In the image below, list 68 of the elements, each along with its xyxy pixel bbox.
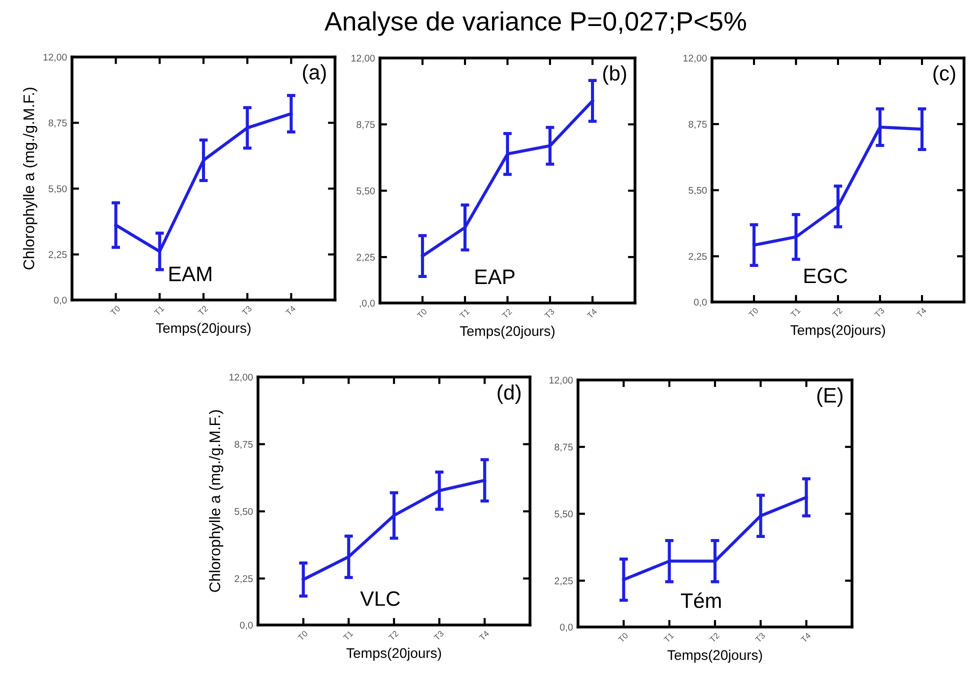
y-tick-label: 8,75 — [554, 444, 573, 452]
annotation: Tém — [680, 592, 721, 608]
y-tick-label: 8,75 — [356, 121, 375, 130]
x-tick-label: T3 — [754, 632, 766, 643]
x-tick-label: T0 — [297, 630, 308, 641]
x-tick-label: T0 — [110, 305, 121, 316]
annotation: (d) — [498, 384, 521, 404]
y-tick-label: 8,75 — [688, 120, 707, 129]
x-axis-title: Temps(20jours) — [346, 648, 441, 661]
y-tick-label: ,0,0 — [360, 300, 375, 308]
y-tick-label: 2,25 — [234, 575, 253, 584]
y-tick-label: 2,25 — [688, 252, 707, 262]
x-axis-title: Temps(20jours) — [156, 322, 250, 336]
x-tick-label: T2 — [502, 308, 512, 319]
y-tick-label: 12,00 — [44, 54, 67, 62]
y-tick-label: 8,75 — [48, 120, 67, 128]
x-tick-label: T1 — [790, 307, 801, 318]
annotation: (c) — [933, 65, 956, 85]
y-tick-label: 8,75 — [234, 440, 253, 449]
x-tick-label: T0 — [748, 307, 759, 318]
y-tick-label: 5,50 — [356, 187, 375, 196]
y-tick-label: 12,00 — [684, 54, 707, 63]
x-tick-label: T1 — [342, 630, 354, 641]
y-tick-label: 0,0 — [560, 624, 573, 632]
y-tick-label: 2,25 — [356, 254, 375, 262]
y-axis-title: Chlorophylle a (mg./g.M.F.) — [209, 410, 224, 592]
x-tick-label: T1 — [459, 308, 470, 319]
y-tick-label: 2,25 — [554, 577, 573, 586]
x-axis-title: Temps(20jours) — [667, 650, 762, 663]
y-tick-label: 5,50 — [234, 508, 253, 516]
x-tick-label: T4 — [800, 632, 812, 643]
x-tick-label: T4 — [916, 307, 927, 318]
y-axis-title: Chlorophylle a (mg./g.M.F.) — [23, 88, 38, 270]
y-tick-label: 5,50 — [48, 185, 67, 194]
x-tick-label: T4 — [285, 305, 296, 316]
x-tick-label: T2 — [709, 632, 720, 643]
y-tick-label: 12,00 — [550, 376, 573, 385]
x-tick-label: T2 — [832, 307, 843, 318]
annotation: EGC — [804, 268, 848, 284]
y-tick-label: 5,50 — [554, 510, 573, 519]
x-tick-label: T4 — [586, 308, 598, 319]
x-tick-label: T1 — [154, 305, 164, 316]
x-tick-label: T4 — [478, 630, 490, 641]
x-tick-label: T2 — [198, 305, 208, 316]
x-tick-label: T0 — [416, 308, 428, 319]
x-tick-label: T0 — [618, 632, 628, 643]
x-tick-label: T3 — [544, 308, 555, 319]
y-tick-label: 12,00 — [352, 54, 375, 63]
x-axis-title: Temps(20jours) — [790, 324, 885, 338]
annotation: (a) — [302, 64, 326, 84]
annotation: EAP — [476, 270, 514, 284]
x-tick-label: T2 — [388, 630, 399, 641]
annotation: VLC — [360, 591, 400, 606]
y-tick-label: 0,0 — [240, 622, 253, 630]
x-tick-label: T1 — [664, 632, 674, 643]
x-tick-label: T3 — [874, 307, 885, 318]
annotation: (E) — [817, 387, 842, 407]
y-tick-label: 2,25 — [48, 251, 67, 260]
x-tick-label: T3 — [433, 630, 444, 641]
x-axis-title: Temps(20jours) — [460, 326, 554, 339]
y-tick-label: 0,0 — [694, 298, 707, 307]
annotation: (b) — [603, 65, 626, 85]
annotation: EAM — [169, 266, 212, 282]
x-tick-label: T3 — [241, 305, 252, 316]
y-tick-label: 12,00 — [230, 374, 253, 382]
y-tick-label: 0,0 — [54, 296, 67, 305]
y-tick-label: 5,50 — [688, 186, 707, 195]
text: Analyse de variance P=0,027;P<5% — [324, 11, 746, 36]
